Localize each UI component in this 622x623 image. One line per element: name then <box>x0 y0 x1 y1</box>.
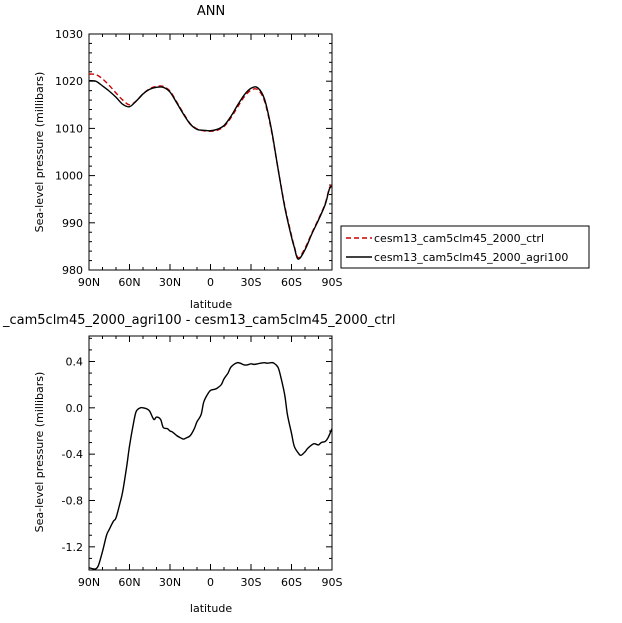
y-tick-label: -0.4 <box>62 448 83 461</box>
series-line-first <box>89 73 332 259</box>
top-y-axis-label: Sea-level pressure (millibars) <box>33 72 46 233</box>
x-tick-label: 90N <box>78 576 100 589</box>
x-tick-label: 60S <box>281 576 302 589</box>
x-tick-label: 60N <box>118 276 140 289</box>
x-tick-label: 90S <box>322 576 343 589</box>
x-tick-label: 0 <box>207 576 214 589</box>
y-tick-label: -0.8 <box>62 494 83 507</box>
x-tick-label: 90N <box>78 276 100 289</box>
top-x-axis-label: latitude <box>190 298 232 311</box>
y-tick-label: 0.0 <box>66 402 84 415</box>
y-tick-label: 990 <box>62 217 83 230</box>
y-tick-label: 1000 <box>55 170 83 183</box>
series-line-second <box>89 79 332 260</box>
legend: cesm13_cam5clm45_2000_ctrl cesm13_cam5cl… <box>340 225 590 269</box>
top-panel-chart: ANN 90N 60N 30N 0 30S 60S 90S 980 990 1000 1010 102… <box>33 4 343 311</box>
top-chart-title: ANN <box>197 4 225 19</box>
x-tick-label: 60S <box>281 276 302 289</box>
y-tick-label: 1030 <box>55 28 83 41</box>
y-tick-label: 980 <box>62 264 83 277</box>
x-tick-label: 0 <box>207 276 214 289</box>
bottom-panel-chart: _cam5clm45_2000_agri100 - cesm13_cam5clm… <box>2 313 395 615</box>
bottom-plot-frame <box>88 335 333 571</box>
x-tick-label: 30S <box>241 576 262 589</box>
legend-label-agri100: cesm13_cam5clm45_2000_agri100 <box>374 251 568 264</box>
y-tick-label: 1020 <box>55 75 83 88</box>
y-tick-label: 0.4 <box>66 355 84 368</box>
y-tick-label: 1010 <box>55 122 83 135</box>
legend-box <box>340 225 590 269</box>
x-tick-label: 30S <box>241 276 262 289</box>
x-tick-label: 60N <box>118 576 140 589</box>
bottom-x-axis-label: latitude <box>190 602 232 615</box>
bottom-chart-title: _cam5clm45_2000_agri100 - cesm13_cam5clm… <box>2 313 395 328</box>
x-tick-label: 30N <box>159 576 181 589</box>
x-tick-label: 90S <box>322 276 343 289</box>
x-tick-label: 30N <box>159 276 181 289</box>
legend-label-ctrl: cesm13_cam5clm45_2000_ctrl <box>374 232 544 245</box>
bottom-y-axis-label: Sea-level pressure (millibars) <box>33 372 46 533</box>
y-tick-label: -1.2 <box>62 541 83 554</box>
series-line-first <box>89 361 332 570</box>
top-plot-frame <box>88 33 333 271</box>
